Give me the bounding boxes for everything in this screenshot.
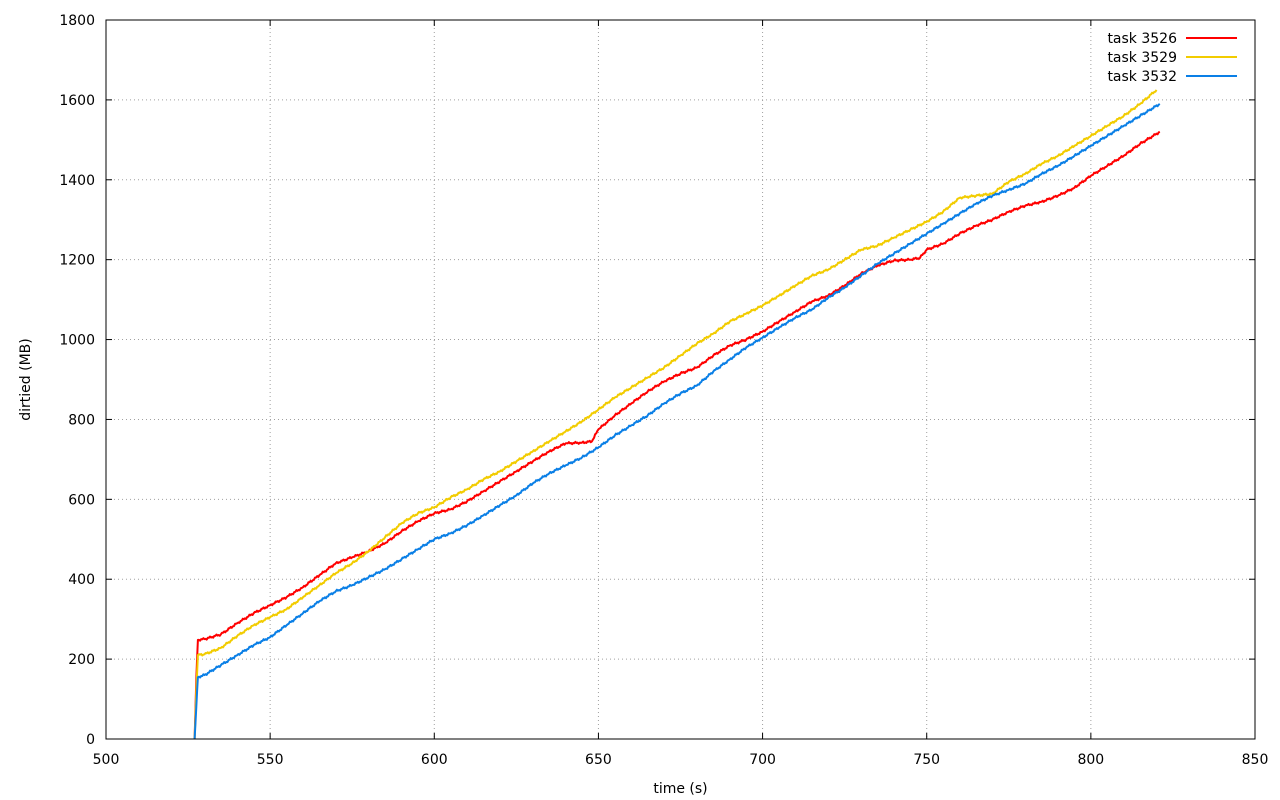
plot-frame	[105, 19, 1256, 740]
x-tick-label: 500	[93, 752, 120, 768]
legend-label: task 3526	[1107, 31, 1177, 47]
y-tick-label: 200	[68, 652, 95, 668]
y-tick-label: 1600	[59, 93, 95, 109]
legend: task 3526 task 3529 task 3532	[1107, 31, 1237, 85]
legend-label: task 3529	[1107, 50, 1177, 66]
x-tick-label: 550	[257, 752, 284, 768]
y-tick-label: 1400	[59, 173, 95, 189]
x-tick-label: 800	[1077, 752, 1104, 768]
series-line-task-3526	[193, 130, 1161, 740]
y-tick-label: 400	[68, 572, 95, 588]
y-axis-label: dirtied (MB)	[18, 338, 34, 420]
x-axis-label: time (s)	[653, 781, 707, 797]
y-tick-label: 1200	[59, 253, 95, 269]
series-layer	[193, 89, 1161, 740]
x-tick-label: 700	[749, 752, 776, 768]
y-tick-label: 600	[68, 492, 95, 508]
x-tick-label: 650	[585, 752, 612, 768]
y-tick-label: 1000	[59, 333, 95, 349]
series-line-task-3529	[193, 89, 1158, 740]
y-tick-label: 1800	[59, 13, 95, 29]
axis-ticks: 500 550 600 650 700 750 800 850 0 200 400 600 800 100…	[59, 13, 1268, 768]
series-line-task-3532	[193, 103, 1161, 740]
x-tick-label: 850	[1242, 752, 1269, 768]
y-tick-label: 800	[68, 412, 95, 428]
y-tick-label: 0	[86, 732, 95, 748]
x-tick-label: 750	[913, 752, 940, 768]
x-tick-label: 600	[421, 752, 448, 768]
legend-label: task 3532	[1107, 69, 1177, 85]
